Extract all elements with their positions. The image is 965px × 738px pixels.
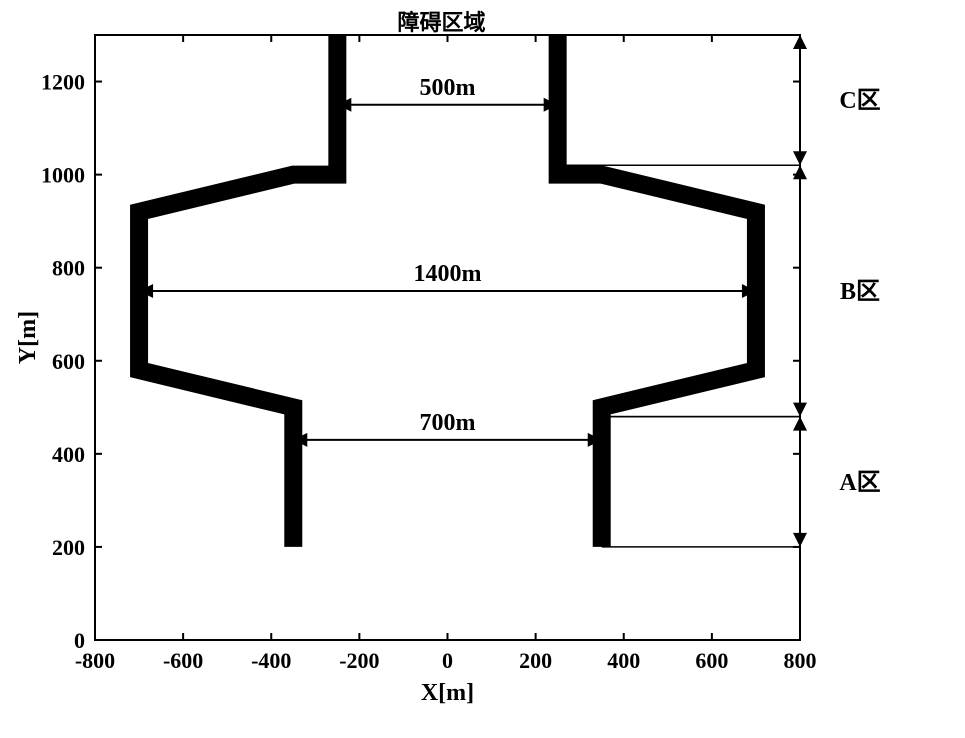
x-tick-label: -200 — [339, 648, 379, 673]
axes-box — [95, 35, 800, 640]
figure-container: -800-600-400-200020040060080002004006008… — [0, 0, 965, 738]
x-tick-label: 800 — [784, 648, 817, 673]
y-tick-label: 400 — [52, 442, 85, 467]
x-tick-label: -600 — [163, 648, 203, 673]
x-tick-label: 0 — [442, 648, 453, 673]
arrowhead — [793, 403, 807, 417]
y-axis-label: Y[m] — [15, 311, 41, 364]
arrowhead — [793, 165, 807, 179]
x-axis-label: X[m] — [421, 680, 474, 706]
y-tick-label: 0 — [74, 628, 85, 653]
dim-label: 1400m — [414, 261, 482, 287]
zone-label: B区 — [840, 279, 880, 305]
figure-title: 障碍区域 — [398, 5, 486, 37]
dim-label: 500m — [420, 75, 476, 101]
x-tick-label: 200 — [519, 648, 552, 673]
y-tick-label: 1000 — [41, 163, 85, 188]
y-tick-label: 600 — [52, 349, 85, 374]
zone-label: A区 — [839, 470, 880, 496]
arrowhead — [793, 533, 807, 547]
y-tick-label: 200 — [52, 535, 85, 560]
x-tick-label: 400 — [607, 648, 640, 673]
x-tick-label: 600 — [695, 648, 728, 673]
x-tick-label: -400 — [251, 648, 291, 673]
arrowhead — [793, 151, 807, 165]
arrowhead — [793, 417, 807, 431]
dim-label: 700m — [420, 410, 476, 436]
figure-svg: -800-600-400-200020040060080002004006008… — [0, 0, 965, 738]
y-tick-label: 800 — [52, 256, 85, 281]
y-tick-label: 1200 — [41, 70, 85, 95]
arrowhead — [793, 35, 807, 49]
zone-label: C区 — [839, 88, 880, 114]
